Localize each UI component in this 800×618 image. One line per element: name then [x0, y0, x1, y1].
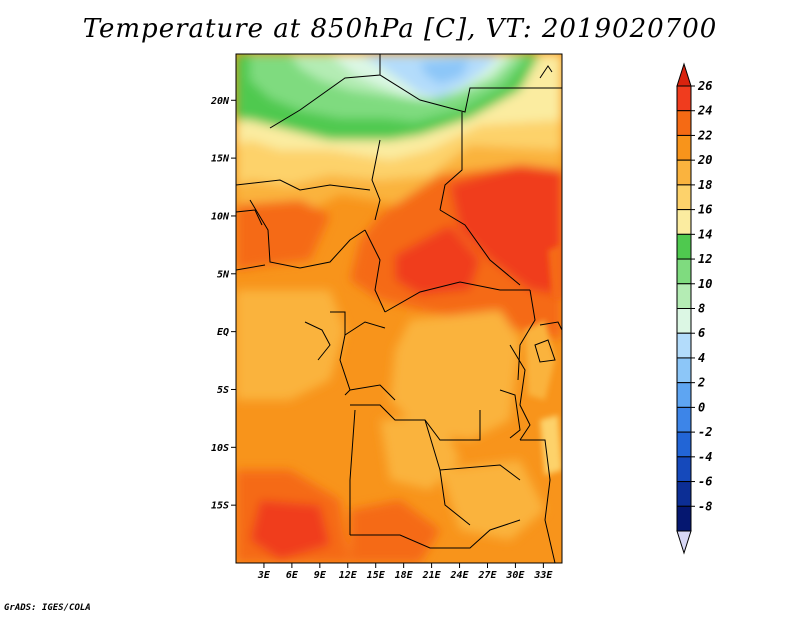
colorbar-label: 16: [698, 203, 712, 217]
temperature-field: [236, 54, 562, 563]
colorbar-label: 10: [698, 277, 712, 291]
colorbar-swatch: [676, 431, 692, 458]
country-borders: [236, 54, 562, 563]
lat-label: 10S: [211, 443, 229, 454]
colorbar-label: 18: [698, 178, 712, 192]
colorbar-label: 24: [697, 104, 712, 118]
colorbar-label: 12: [698, 252, 712, 266]
colorbar-label: 20: [697, 153, 712, 167]
lat-label: 5S: [217, 385, 229, 396]
colorbar-swatch: [676, 233, 692, 260]
colorbar-label: 0: [698, 400, 705, 414]
lat-label: 5N: [217, 269, 230, 280]
colorbar-label: -4: [698, 450, 712, 464]
lat-label: 15S: [211, 501, 229, 512]
map-title: Temperature at 850hPa [C], VT: 201902070…: [82, 14, 718, 44]
colorbar-swatch: [676, 332, 692, 359]
lon-label: 24E: [450, 570, 470, 581]
colorbar-swatch: [676, 382, 692, 408]
colorbar-swatch: [676, 456, 692, 483]
lon-label: 27E: [477, 570, 497, 581]
colorbar-top-arrow: [676, 62, 692, 87]
colorbar-swatch: [676, 481, 692, 507]
colorbar-label: 2: [697, 376, 705, 390]
colorbar-swatch: [676, 184, 692, 211]
lon-label: 18E: [395, 570, 414, 581]
colorbar-label: 4: [698, 351, 705, 365]
lon-label: 3E: [257, 570, 271, 581]
colorbar-swatch: [676, 308, 692, 334]
colorbar-bottom-arrow: [676, 530, 692, 555]
colorbar-swatch: [676, 505, 692, 532]
colorbar-swatch: [676, 258, 692, 285]
colorbar-label: 8: [698, 302, 705, 316]
colorbar-label: -2: [698, 425, 712, 439]
colorbar-label: -6: [698, 475, 712, 489]
lat-label: 15N: [211, 154, 230, 165]
colorbar-label: 26: [697, 79, 712, 93]
colorbar-swatch: [676, 209, 692, 235]
colorbar-swatch: [676, 110, 692, 136]
latitude-axis: 20N 15N 10N 5N EQ 5S 10S 15S: [210, 96, 236, 512]
colorbar-swatch: [676, 406, 692, 433]
colorbar-label: -8: [698, 499, 712, 513]
lat-label: 20N: [210, 96, 230, 107]
colorbar-label: 6: [698, 326, 705, 340]
colorbar-label: 22: [697, 128, 712, 142]
lat-label: EQ: [217, 327, 229, 338]
longitude-axis: 3E 6E 9E 12E 15E 18E 21E 24E 27E 30E 33E: [257, 563, 553, 581]
lon-label: 15E: [367, 570, 386, 581]
lat-label: 10N: [211, 211, 230, 222]
colorbar-swatch: [676, 85, 692, 112]
colorbar-swatch: [676, 283, 692, 309]
lon-label: 12E: [339, 570, 358, 581]
colorbar-swatch: [676, 357, 692, 384]
lon-label: 21E: [422, 570, 442, 581]
lon-label: 9E: [314, 570, 327, 581]
colorbar-swatch: [676, 159, 692, 186]
lon-label: 30E: [505, 570, 525, 581]
colorbar-swatch: [676, 134, 692, 161]
lon-label: 6E: [286, 570, 299, 581]
grads-credit: GrADS: IGES/COLA: [4, 603, 91, 613]
lon-label: 33E: [533, 570, 553, 581]
colorbar-label: 14: [698, 227, 712, 241]
